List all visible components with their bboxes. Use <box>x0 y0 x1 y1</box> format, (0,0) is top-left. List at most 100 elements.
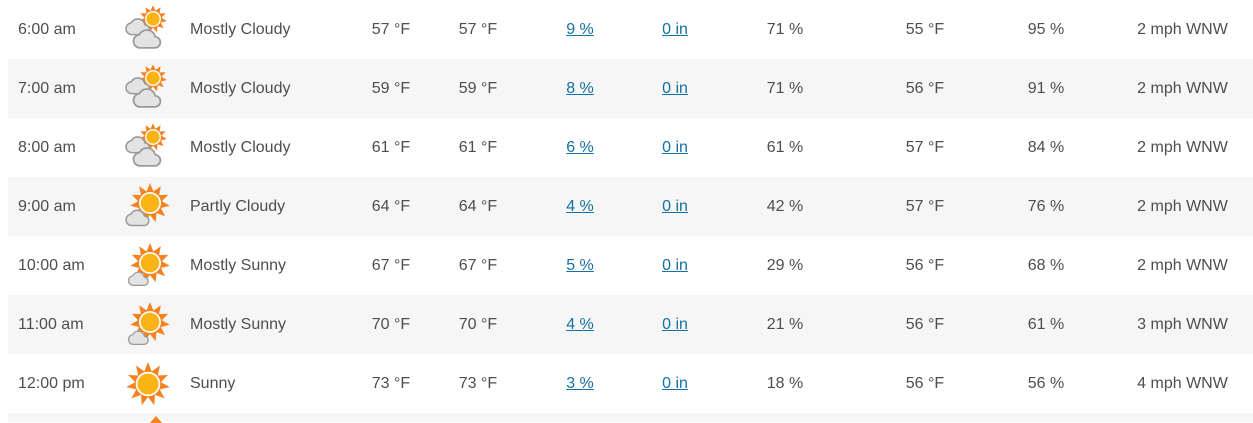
feels-like-cell: 59 °F <box>458 79 498 97</box>
forecast-row: 9:00 am Partly Cloudy 64 °F 64 °F 4 % 0 … <box>0 177 1253 236</box>
mostly-sunny-icon <box>110 301 186 349</box>
time-cell: 7:00 am <box>18 79 76 97</box>
dew-point-cell: 57 °F <box>905 138 945 156</box>
precip-amount-cell: 0 in <box>640 198 710 216</box>
precip-chance-cell: 9 % <box>520 21 640 39</box>
precip-amount-link[interactable]: 0 in <box>662 79 688 97</box>
feels-like-cell: 61 °F <box>458 138 498 156</box>
precip-amount-cell: 0 in <box>640 375 710 393</box>
wind-cell: 2 mph WNW <box>1137 20 1228 38</box>
mostly-cloudy-icon <box>110 5 186 54</box>
time-cell: 8:00 am <box>18 138 76 156</box>
wind-cell: 2 mph WNW <box>1137 197 1228 215</box>
humidity-cell: 21 % <box>766 315 804 333</box>
condition-cell: Mostly Sunny <box>190 256 287 274</box>
time-cell: 11:00 am <box>18 315 84 333</box>
precip-amount-cell: 0 in <box>640 257 710 275</box>
feels-like-cell: 64 °F <box>458 197 498 215</box>
temperature-cell: 61 °F <box>371 138 411 156</box>
precip-chance-link[interactable]: 5 % <box>566 256 594 274</box>
sunny-icon <box>110 360 186 408</box>
condition-cell: Partly Cloudy <box>190 197 286 215</box>
partly-cloudy-icon <box>110 182 186 231</box>
precip-chance-link[interactable]: 6 % <box>566 138 594 156</box>
cloud-cover-cell: 61 % <box>1027 315 1065 333</box>
temperature-cell: 59 °F <box>371 79 411 97</box>
dew-point-cell: 56 °F <box>905 256 945 274</box>
cloud-cover-cell: 68 % <box>1027 256 1065 274</box>
precip-chance-link[interactable]: 9 % <box>566 20 594 38</box>
humidity-cell: 71 % <box>766 20 804 38</box>
cloud-cover-cell: 91 % <box>1027 79 1065 97</box>
mostly-cloudy-icon <box>110 123 186 172</box>
precip-chance-link[interactable]: 4 % <box>566 315 594 333</box>
dew-point-cell: 56 °F <box>905 374 945 392</box>
forecast-row: 7:00 am Mostly Cloudy 59 °F 59 °F 8 % 0 … <box>0 59 1253 118</box>
precip-amount-link[interactable]: 0 in <box>662 374 688 392</box>
condition-cell: Mostly Cloudy <box>190 138 291 156</box>
feels-like-cell: 73 °F <box>458 374 498 392</box>
sun-tip-icon <box>150 416 162 423</box>
partial-next-row <box>8 413 1253 423</box>
temperature-cell: 73 °F <box>371 374 411 392</box>
precip-amount-cell: 0 in <box>640 316 710 334</box>
humidity-cell: 18 % <box>766 374 804 392</box>
forecast-row: 6:00 am Mostly Cloudy 57 °F 57 °F 9 % 0 … <box>0 0 1253 59</box>
wind-cell: 3 mph WNW <box>1137 315 1228 333</box>
precip-amount-link[interactable]: 0 in <box>662 197 688 215</box>
cloud-cover-cell: 56 % <box>1027 374 1065 392</box>
cloud-cover-cell: 84 % <box>1027 138 1065 156</box>
time-cell: 6:00 am <box>18 20 76 38</box>
precip-chance-cell: 4 % <box>520 316 640 334</box>
condition-cell: Mostly Sunny <box>190 315 287 333</box>
precip-chance-cell: 6 % <box>520 139 640 157</box>
precip-chance-link[interactable]: 4 % <box>566 197 594 215</box>
feels-like-cell: 70 °F <box>458 315 498 333</box>
precip-amount-cell: 0 in <box>640 139 710 157</box>
precip-chance-cell: 3 % <box>520 375 640 393</box>
temperature-cell: 70 °F <box>371 315 411 333</box>
precip-amount-cell: 0 in <box>640 21 710 39</box>
mostly-sunny-icon <box>110 242 186 290</box>
forecast-row: 12:00 pm Sunny 73 °F 73 °F 3 % 0 in 18 %… <box>0 354 1253 413</box>
time-cell: 12:00 pm <box>18 374 85 392</box>
precip-amount-link[interactable]: 0 in <box>662 315 688 333</box>
humidity-cell: 29 % <box>766 256 804 274</box>
precip-chance-link[interactable]: 8 % <box>566 79 594 97</box>
precip-chance-cell: 5 % <box>520 257 640 275</box>
time-cell: 10:00 am <box>18 256 85 274</box>
precip-chance-link[interactable]: 3 % <box>566 374 594 392</box>
forecast-row: 10:00 am Mostly Sunny 67 °F 67 °F 5 % 0 … <box>0 236 1253 295</box>
condition-cell: Mostly Cloudy <box>190 20 291 38</box>
time-cell: 9:00 am <box>18 197 76 215</box>
condition-cell: Mostly Cloudy <box>190 79 291 97</box>
precip-amount-link[interactable]: 0 in <box>662 138 688 156</box>
precip-chance-cell: 4 % <box>520 198 640 216</box>
precip-amount-link[interactable]: 0 in <box>662 20 688 38</box>
dew-point-cell: 57 °F <box>905 197 945 215</box>
dew-point-cell: 56 °F <box>905 315 945 333</box>
wind-cell: 4 mph WNW <box>1137 374 1228 392</box>
wind-cell: 2 mph WNW <box>1137 138 1228 156</box>
forecast-row: 8:00 am Mostly Cloudy 61 °F 61 °F 6 % 0 … <box>0 118 1253 177</box>
condition-cell: Sunny <box>190 374 236 392</box>
temperature-cell: 67 °F <box>371 256 411 274</box>
wind-cell: 2 mph WNW <box>1137 256 1228 274</box>
cloud-cover-cell: 95 % <box>1027 20 1065 38</box>
temperature-cell: 57 °F <box>371 20 411 38</box>
feels-like-cell: 57 °F <box>458 20 498 38</box>
forecast-row: 11:00 am Mostly Sunny 70 °F 70 °F 4 % 0 … <box>0 295 1253 354</box>
precip-amount-cell: 0 in <box>640 80 710 98</box>
dew-point-cell: 56 °F <box>905 79 945 97</box>
humidity-cell: 71 % <box>766 79 804 97</box>
wind-cell: 2 mph WNW <box>1137 79 1228 97</box>
dew-point-cell: 55 °F <box>905 20 945 38</box>
mostly-cloudy-icon <box>110 64 186 113</box>
cloud-cover-cell: 76 % <box>1027 197 1065 215</box>
temperature-cell: 64 °F <box>371 197 411 215</box>
humidity-cell: 42 % <box>766 197 804 215</box>
feels-like-cell: 67 °F <box>458 256 498 274</box>
humidity-cell: 61 % <box>766 138 804 156</box>
precip-amount-link[interactable]: 0 in <box>662 256 688 274</box>
